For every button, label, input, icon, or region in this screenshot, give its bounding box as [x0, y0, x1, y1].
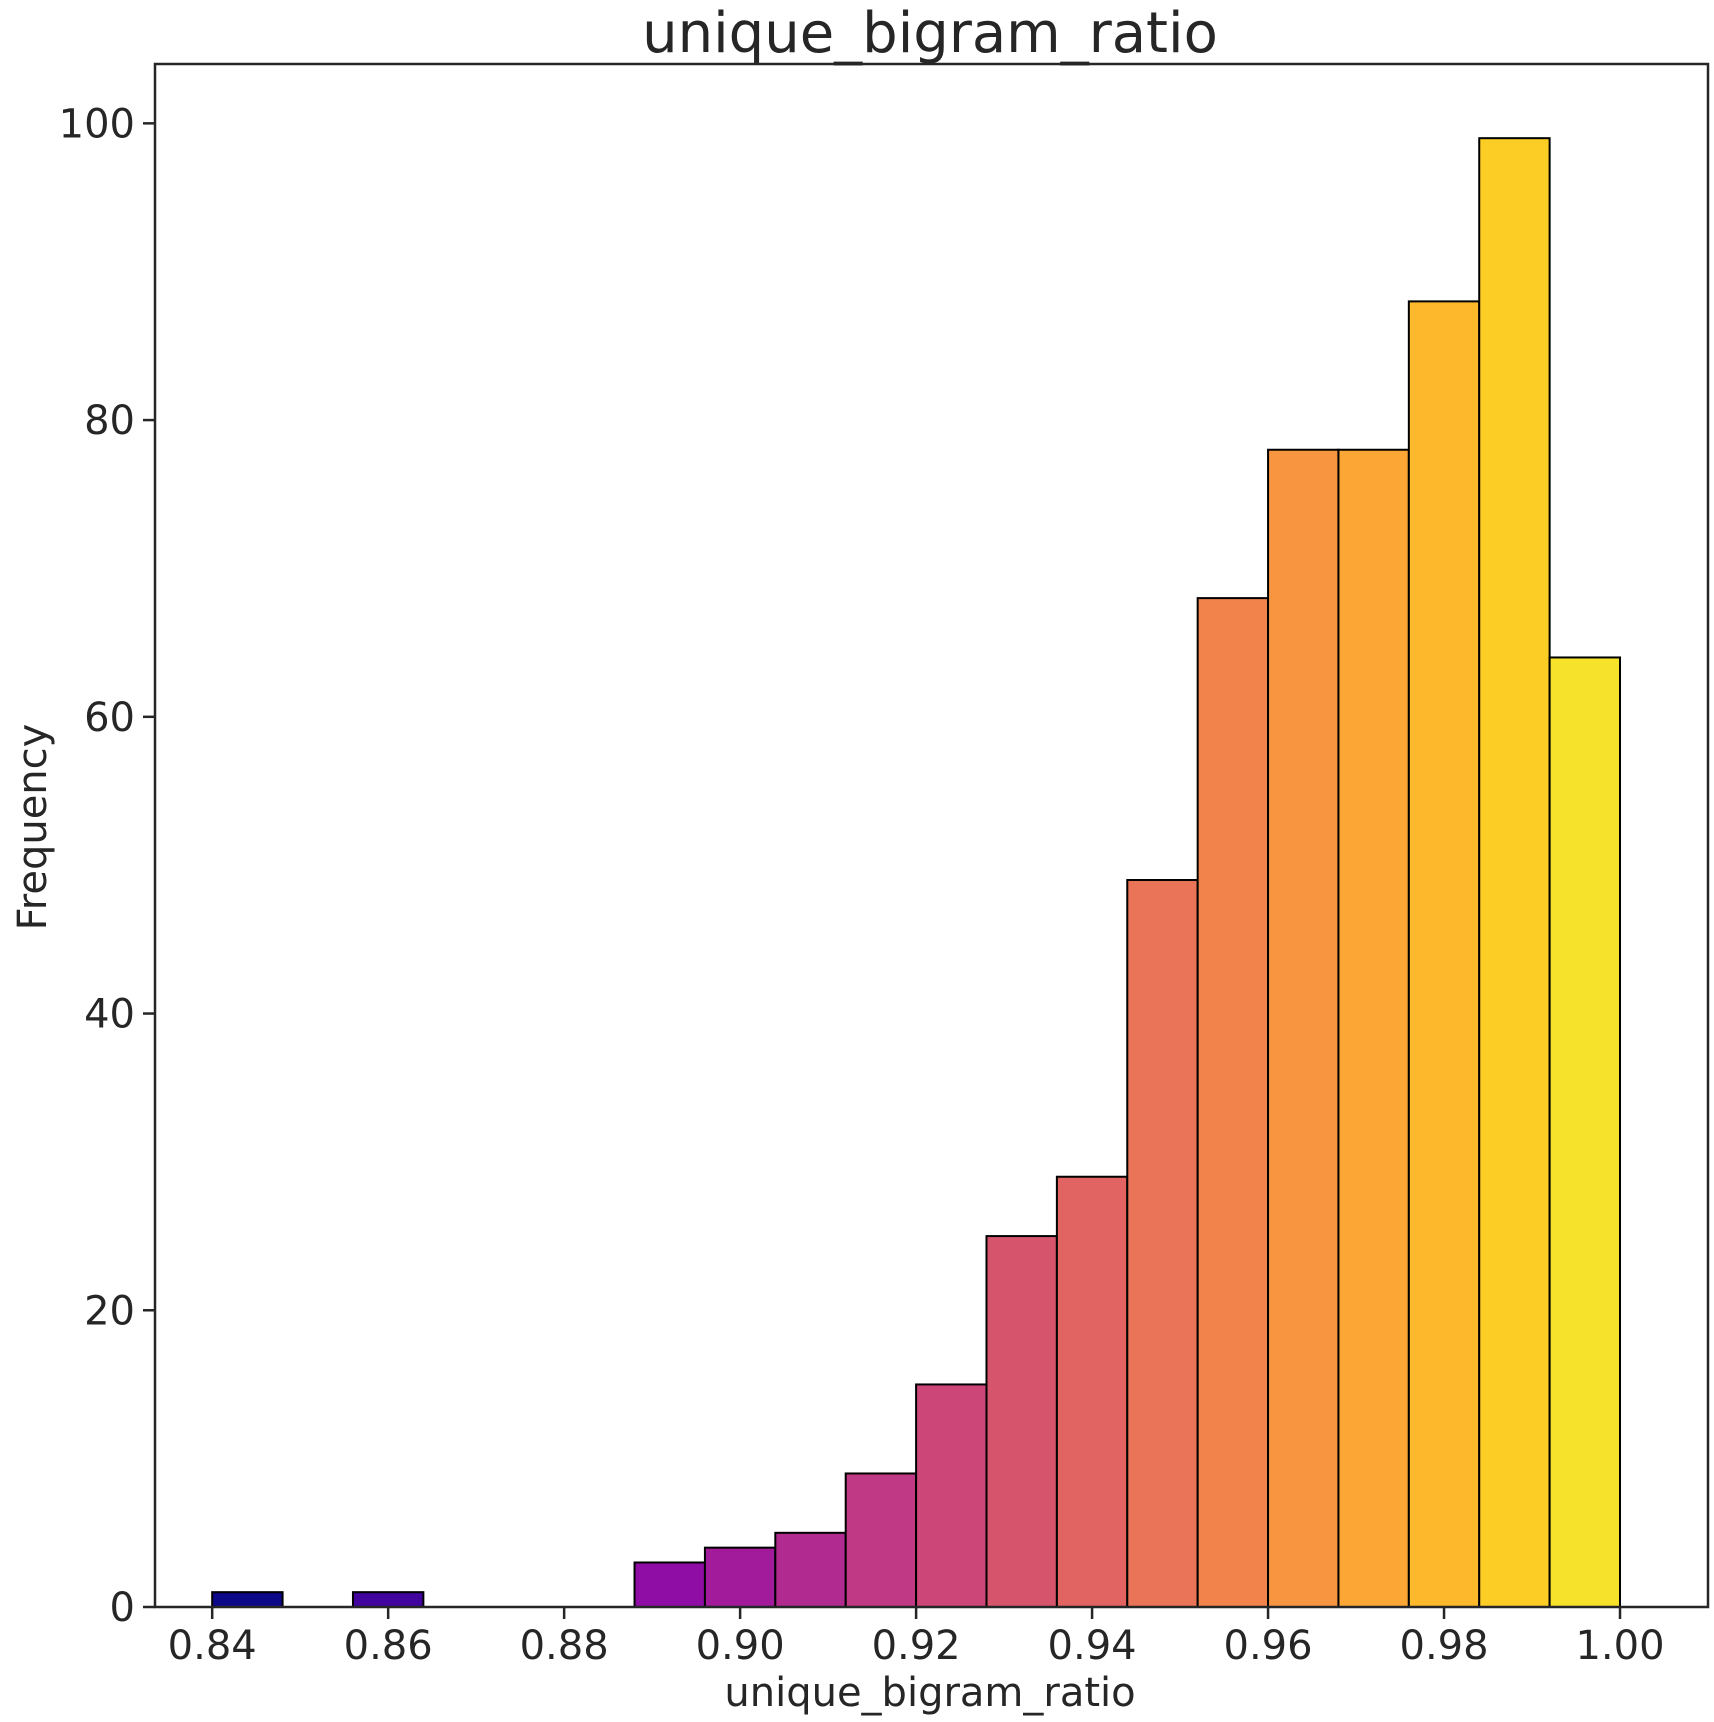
histogram-bar — [1478, 137, 1551, 1608]
y-tick-label: 80 — [84, 398, 135, 444]
x-tick-label: 1.00 — [1575, 1623, 1664, 1669]
histogram-bar — [1267, 448, 1340, 1608]
y-axis-label: Frequency — [10, 724, 56, 931]
chart-title: unique_bigram_ratio — [642, 1, 1218, 66]
histogram-bar — [633, 1561, 706, 1608]
histogram-bar — [915, 1383, 988, 1608]
y-tick-label: 0 — [110, 1585, 135, 1631]
bars-group — [211, 137, 1622, 1609]
x-tick-label: 0.88 — [520, 1623, 609, 1669]
x-tick-label: 0.84 — [168, 1623, 257, 1669]
histogram-bar — [774, 1531, 847, 1608]
x-axis-ticks: 0.84 0.86 0.88 0.90 0.92 0.94 0.96 0.98 1.00 — [168, 1607, 1665, 1669]
histogram-bar — [1055, 1175, 1129, 1608]
histogram-bar — [985, 1235, 1058, 1608]
histogram-bar — [1196, 597, 1270, 1608]
y-tick-label: 60 — [84, 695, 135, 741]
y-tick-label: 20 — [84, 1288, 135, 1334]
histogram-bar — [1407, 300, 1481, 1608]
x-tick-label: 0.92 — [872, 1623, 961, 1669]
x-tick-label: 0.94 — [1048, 1623, 1137, 1669]
y-tick-label: 100 — [59, 101, 135, 147]
histogram-bar — [844, 1472, 918, 1609]
x-tick-label: 0.96 — [1224, 1623, 1313, 1669]
histogram-bar — [1126, 879, 1199, 1608]
x-tick-label: 0.86 — [344, 1623, 433, 1669]
histogram-bar — [1337, 448, 1410, 1608]
histogram-bar — [703, 1546, 777, 1608]
histogram-bar — [1548, 656, 1622, 1608]
x-tick-label: 0.90 — [696, 1623, 785, 1669]
plot-frame — [153, 62, 1710, 1609]
x-tick-label: 0.98 — [1400, 1623, 1489, 1669]
histogram-bar — [351, 1591, 425, 1608]
histogram-bar — [211, 1591, 284, 1608]
y-axis-ticks: 0 20 40 60 80 100 — [59, 101, 155, 1631]
y-tick-label: 40 — [84, 992, 135, 1038]
x-axis-label: unique_bigram_ratio — [724, 1670, 1135, 1716]
